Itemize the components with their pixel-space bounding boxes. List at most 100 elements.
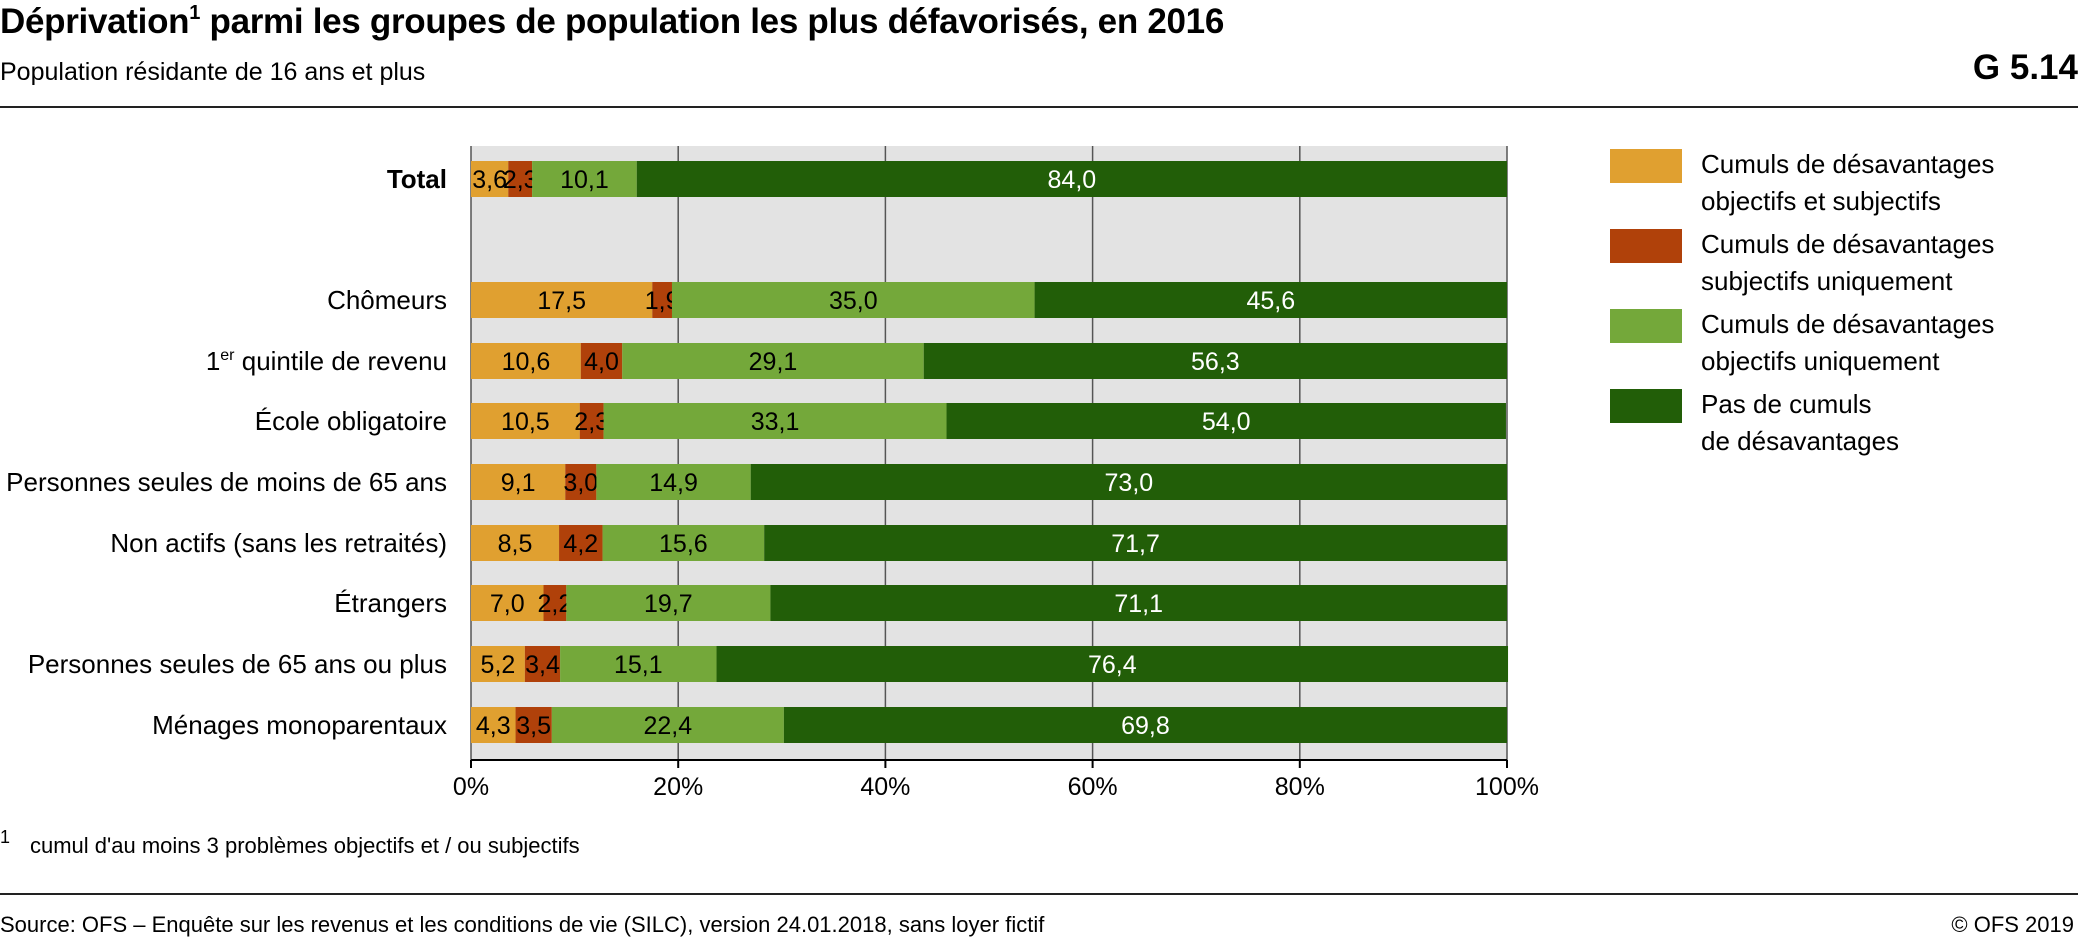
bar-segment: [770, 585, 1507, 621]
data-label: 15,1: [614, 651, 663, 679]
footer-rule: [0, 893, 2078, 895]
header-rule: [0, 106, 2078, 108]
x-tick-label: 60%: [1068, 773, 1118, 801]
category-label: Personnes seules de moins de 65 ans: [6, 467, 447, 497]
data-label: 45,6: [1246, 287, 1295, 315]
bar-segment: [543, 585, 567, 621]
data-label: 3,5: [516, 712, 551, 740]
chart-code: G 5.14: [1972, 48, 2078, 87]
data-label: 54,0: [1202, 408, 1251, 436]
data-label: 29,1: [749, 348, 798, 376]
data-label: 7,0: [490, 590, 525, 618]
bar-segment: [783, 707, 1507, 743]
bar-segment: [602, 525, 765, 561]
legend-label: Cumuls de désavantages objectifs uniquem…: [1701, 309, 1995, 376]
bar-segment: [652, 282, 672, 318]
data-label: 69,8: [1121, 712, 1170, 740]
bar-segment: [622, 343, 924, 379]
category-label: Ménages monoparentaux: [152, 710, 447, 740]
data-label: 73,0: [1105, 469, 1154, 497]
data-label: 3,0: [563, 469, 598, 497]
bar-segment: [559, 525, 603, 561]
bar-segment: [671, 282, 1035, 318]
x-tick-label: 40%: [860, 773, 910, 801]
legend-label: Cumuls de désavantages objectifs et subj…: [1701, 149, 1995, 216]
data-label: 10,5: [501, 408, 550, 436]
bar-segment: [471, 464, 566, 500]
legend-swatch: [1610, 309, 1682, 343]
data-label: 10,6: [502, 348, 551, 376]
category-label: 1er quintile de revenu: [206, 346, 447, 376]
bar-segment: [508, 161, 533, 197]
bar-segment: [560, 646, 717, 682]
bar-segment: [471, 525, 560, 561]
data-label: 9,1: [501, 469, 536, 497]
category-label: Personnes seules de 65 ans ou plus: [28, 649, 447, 679]
x-tick-label: 80%: [1275, 773, 1325, 801]
bar-segment: [923, 343, 1507, 379]
category-label: Total: [387, 164, 447, 194]
data-label: 35,0: [829, 287, 878, 315]
title-footnote-marker: 1: [189, 2, 201, 24]
bar-segment: [565, 464, 597, 500]
bar-segment: [515, 707, 552, 743]
data-label: 2,3: [503, 166, 538, 194]
bar-segment: [580, 343, 623, 379]
bar-segment: [603, 403, 947, 439]
data-label: 17,5: [537, 287, 586, 315]
bar-segment: [524, 646, 561, 682]
bar-segment: [566, 585, 771, 621]
data-label: 84,0: [1048, 166, 1097, 194]
bar-segment: [471, 707, 516, 743]
category-label: Chômeurs: [327, 285, 447, 315]
legend-swatch: [1610, 389, 1682, 423]
data-label: 5,2: [481, 651, 516, 679]
data-label: 4,0: [584, 348, 619, 376]
chart-subtitle: Population résidante de 16 ans et plus: [0, 58, 426, 86]
bar-segment: [551, 707, 784, 743]
data-label: 71,1: [1114, 590, 1163, 618]
source-text: Source: OFS – Enquête sur les revenus et…: [0, 912, 1045, 937]
data-label: 4,2: [563, 530, 598, 558]
bar-segment: [471, 343, 581, 379]
bar-segment: [716, 646, 1509, 682]
bar-segment: [471, 161, 509, 197]
footnote-text: cumul d'au moins 3 problèmes objectifs e…: [30, 833, 580, 858]
data-label: 22,4: [644, 712, 693, 740]
bar-segment: [532, 161, 637, 197]
data-label: 15,6: [659, 530, 708, 558]
data-label: 8,5: [498, 530, 533, 558]
data-label: 3,4: [525, 651, 560, 679]
data-label: 33,1: [751, 408, 800, 436]
footnote-marker: 1: [0, 827, 11, 847]
data-label: 76,4: [1088, 651, 1137, 679]
x-tick-label: 0%: [453, 773, 489, 801]
bar-segment: [636, 161, 1507, 197]
bar-segment: [471, 646, 525, 682]
bar-segment: [946, 403, 1506, 439]
bar-segment: [764, 525, 1507, 561]
data-label: 2,3: [574, 408, 609, 436]
data-label: 3,6: [472, 166, 507, 194]
bar-segment: [596, 464, 751, 500]
x-tick-label: 20%: [653, 773, 703, 801]
bar-segment: [471, 585, 544, 621]
legend-swatch: [1610, 149, 1682, 183]
category-label: Étrangers: [334, 588, 447, 618]
data-label: 10,1: [560, 166, 609, 194]
data-label: 14,9: [649, 469, 698, 497]
data-label: 4,3: [476, 712, 511, 740]
copyright-text: © OFS 2019: [1951, 912, 2074, 937]
bar-segment: [471, 403, 580, 439]
bar-segment: [579, 403, 604, 439]
data-label: 19,7: [644, 590, 693, 618]
legend-label: Pas de cumuls de désavantages: [1701, 389, 1900, 456]
data-label: 56,3: [1191, 348, 1240, 376]
chart-title: Déprivation1 parmi les groupes de popula…: [0, 2, 1225, 41]
data-label: 71,7: [1111, 530, 1160, 558]
bar-segment: [471, 282, 653, 318]
legend-swatch: [1610, 229, 1682, 263]
bar-segment: [750, 464, 1507, 500]
legend-label: Cumuls de désavantages subjectifs unique…: [1701, 229, 1995, 296]
